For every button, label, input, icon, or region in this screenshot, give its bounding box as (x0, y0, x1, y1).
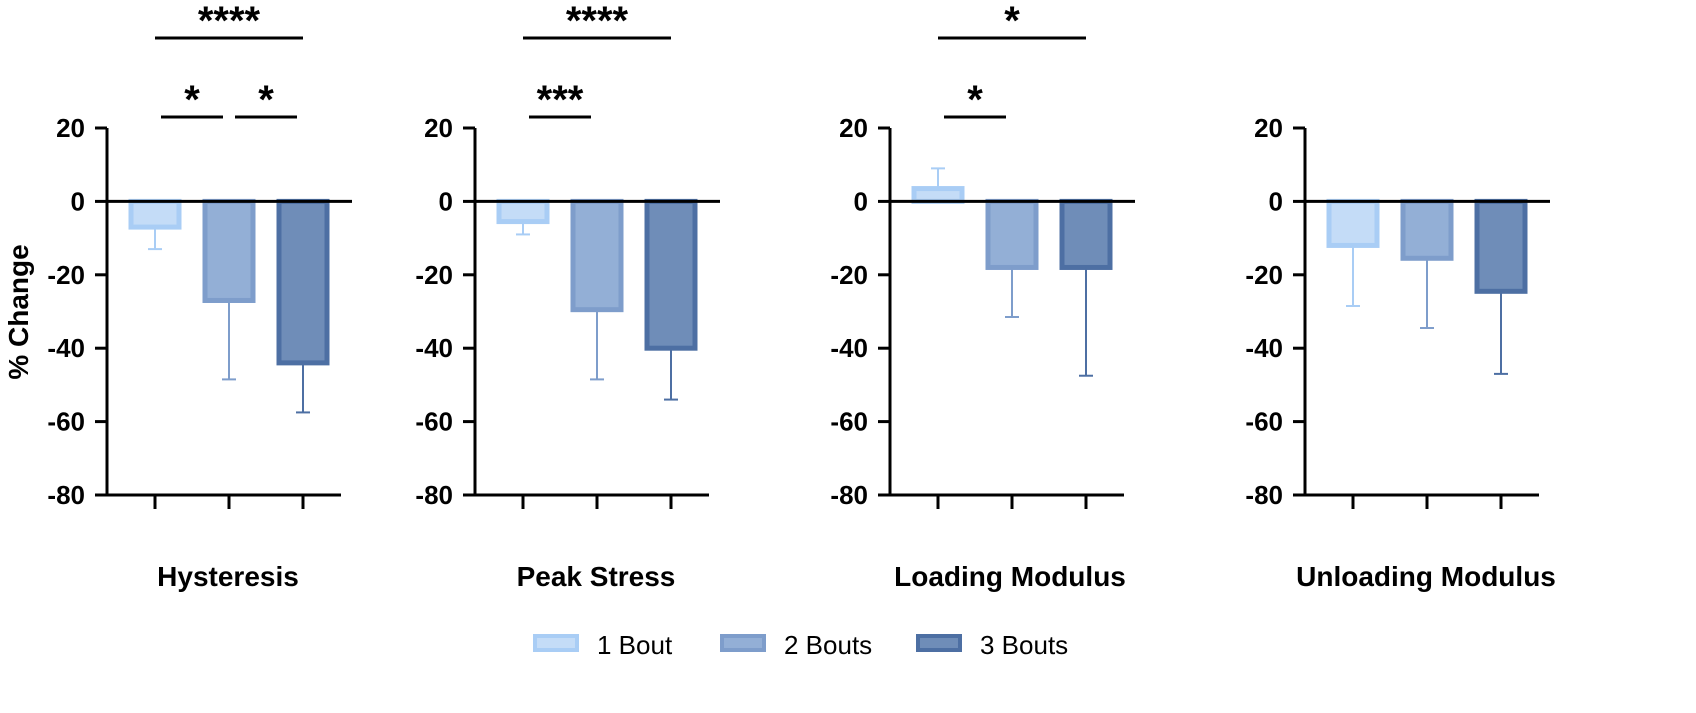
y-tick-label: 20 (839, 113, 868, 143)
bar-3-bouts (1474, 198, 1528, 294)
significance-label: *** (537, 78, 584, 122)
significance-label: **** (566, 0, 629, 43)
y-tick-label: -60 (1245, 407, 1283, 437)
y-tick-label: 0 (1269, 186, 1283, 216)
y-tick-label: 0 (854, 186, 868, 216)
y-tick-label: -20 (415, 260, 453, 290)
y-tick-label: -60 (415, 407, 453, 437)
y-tick-label: -60 (830, 407, 868, 437)
legend-label: 2 Bouts (784, 630, 872, 660)
legend-label: 3 Bouts (980, 630, 1068, 660)
legend-label: 1 Bout (597, 630, 673, 660)
y-tick-label: -20 (830, 260, 868, 290)
y-tick-label: -20 (1245, 260, 1283, 290)
y-tick-label: -80 (47, 480, 85, 510)
legend-swatch (533, 634, 579, 652)
bar-2-bouts (985, 198, 1039, 270)
y-tick-label: 20 (56, 113, 85, 143)
bar-1-bout (1326, 198, 1380, 248)
y-tick-label: -40 (47, 333, 85, 363)
panel-3: 20 0 -20 -40 -60 -80 Unloading Modulus (1245, 113, 1555, 592)
y-axis-label: % Change (3, 244, 34, 379)
significance-label: * (258, 78, 274, 122)
y-tick-label: -20 (47, 260, 85, 290)
y-tick-label: -40 (830, 333, 868, 363)
bar-2-bouts (202, 198, 256, 303)
bar-1-bout (496, 198, 550, 225)
bar-3-bouts (276, 198, 330, 366)
bar-2-bouts (1400, 198, 1454, 261)
y-tick-label: 0 (439, 186, 453, 216)
legend-swatch (720, 634, 766, 652)
y-tick-label: -40 (415, 333, 453, 363)
panel-title: Hysteresis (157, 561, 299, 592)
significance-label: **** (198, 0, 261, 43)
y-tick-label: 20 (1254, 113, 1283, 143)
bar-1-bout (911, 186, 965, 204)
legend-swatch (916, 634, 962, 652)
y-tick-label: -60 (47, 407, 85, 437)
panel-title: Peak Stress (517, 561, 676, 592)
bar-3-bouts (644, 198, 698, 351)
y-tick-label: -40 (1245, 333, 1283, 363)
significance-label: * (967, 78, 983, 122)
y-tick-label: -80 (830, 480, 868, 510)
y-tick-label: 0 (71, 186, 85, 216)
bar-1-bout (128, 198, 182, 230)
significance-label: * (1004, 0, 1020, 43)
bar-3-bouts (1059, 198, 1113, 270)
legend: 1 Bout 2 Bouts 3 Bouts (533, 630, 1068, 660)
y-tick-label: -80 (1245, 480, 1283, 510)
y-tick-label: 20 (424, 113, 453, 143)
panel-title: Loading Modulus (894, 561, 1126, 592)
significance-label: * (184, 78, 200, 122)
panel-title: Unloading Modulus (1296, 561, 1556, 592)
y-tick-label: -80 (415, 480, 453, 510)
bar-2-bouts (570, 198, 624, 313)
panel-2: 20 0 -20 -40 -60 -80 Loading Modulus * * (830, 0, 1135, 592)
